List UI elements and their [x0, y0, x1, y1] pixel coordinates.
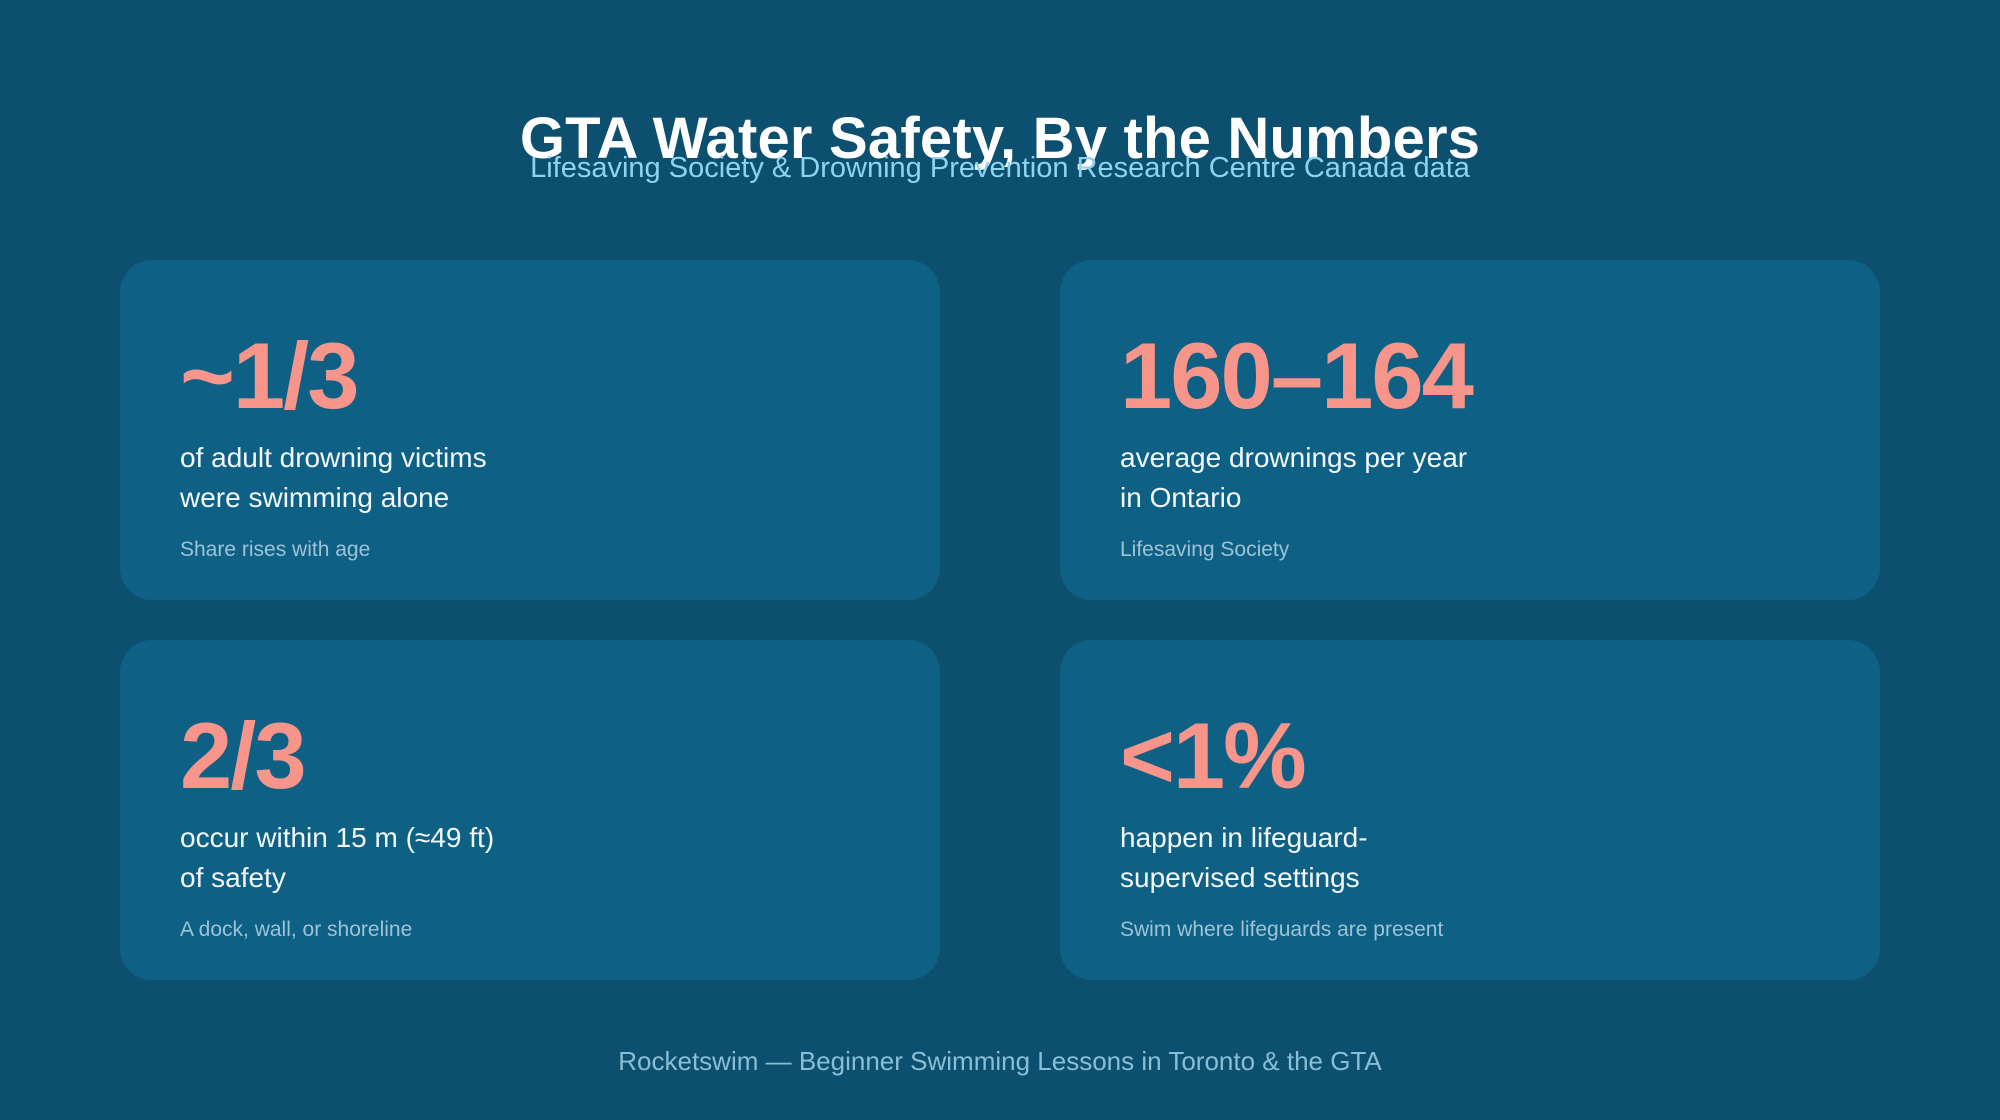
stat-note: Lifesaving Society [1120, 538, 1290, 561]
stat-card-ontario-drownings: 160–164 average drownings per year in On… [1060, 260, 1880, 600]
stat-value: 2/3 [180, 703, 307, 808]
stat-description: average drownings per year in Ontario [1120, 438, 1540, 518]
footer-credit: Rocketswim — Beginner Swimming Lessons i… [618, 1046, 1382, 1076]
stat-description-line: of safety [180, 862, 286, 893]
stat-description-line: occur within 15 m (≈49 ft) [180, 822, 495, 853]
stat-description: occur within 15 m (≈49 ft) of safety [180, 818, 600, 898]
stat-note: Share rises with age [180, 538, 371, 561]
stat-card-within-15m: 2/3 occur within 15 m (≈49 ft) of safety… [120, 640, 940, 980]
stat-description-line: supervised settings [1120, 862, 1360, 893]
stat-value: ~1/3 [180, 323, 360, 428]
stat-description-line: happen in lifeguard- [1120, 822, 1368, 853]
stat-card-lifeguard-supervised: <1% happen in lifeguard- supervised sett… [1060, 640, 1880, 980]
stat-description: of adult drowning victims were swimming … [180, 438, 600, 518]
page-subtitle: Lifesaving Society & Drowning Prevention… [530, 152, 1470, 184]
stat-note: Swim where lifeguards are present [1120, 918, 1444, 941]
stat-description-line: were swimming alone [180, 482, 450, 513]
stat-description-line: of adult drowning victims [180, 442, 487, 473]
stat-description: happen in lifeguard- supervised settings [1120, 818, 1540, 898]
stat-description-line: in Ontario [1120, 482, 1242, 513]
stat-value: 160–164 [1120, 323, 1474, 428]
stat-card-swimming-alone: ~1/3 of adult drowning victims were swim… [120, 260, 940, 600]
stat-value: <1% [1120, 703, 1307, 808]
stat-note: A dock, wall, or shoreline [180, 918, 413, 941]
stat-description-line: average drownings per year [1120, 442, 1468, 473]
page-title: GTA Water Safety, By the Numbers [519, 105, 1481, 171]
